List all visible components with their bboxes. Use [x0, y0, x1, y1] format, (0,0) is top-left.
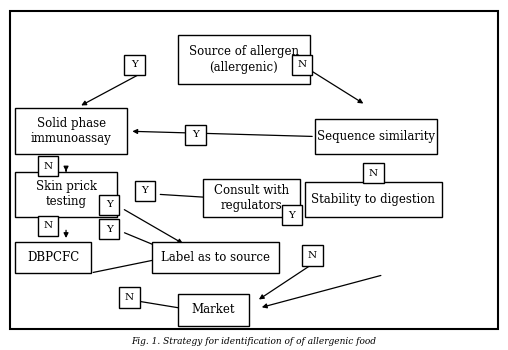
Text: Fig. 1. Strategy for identification of of allergenic food: Fig. 1. Strategy for identification of o…	[132, 337, 376, 346]
FancyBboxPatch shape	[15, 108, 127, 154]
Text: DBPCFC: DBPCFC	[27, 251, 79, 264]
Text: Label as to source: Label as to source	[162, 251, 270, 264]
Text: Market: Market	[192, 303, 235, 316]
FancyBboxPatch shape	[203, 178, 300, 217]
FancyBboxPatch shape	[282, 205, 302, 225]
Text: Y: Y	[192, 130, 199, 139]
Text: N: N	[44, 162, 53, 171]
FancyBboxPatch shape	[315, 119, 437, 154]
Text: N: N	[308, 251, 317, 260]
FancyBboxPatch shape	[99, 195, 119, 215]
Text: Y: Y	[106, 200, 113, 209]
Text: N: N	[369, 169, 378, 178]
Text: Stability to digestion: Stability to digestion	[311, 193, 435, 206]
FancyBboxPatch shape	[38, 156, 58, 176]
Text: Sequence similarity: Sequence similarity	[317, 130, 435, 143]
Text: N: N	[44, 221, 53, 230]
Text: N: N	[298, 60, 307, 69]
FancyBboxPatch shape	[38, 216, 58, 236]
FancyBboxPatch shape	[99, 219, 119, 239]
Text: Y: Y	[289, 211, 296, 220]
FancyBboxPatch shape	[363, 163, 384, 183]
FancyBboxPatch shape	[15, 172, 117, 217]
Text: Solid phase
immunoassay: Solid phase immunoassay	[31, 117, 111, 145]
Text: Consult with
regulators: Consult with regulators	[214, 184, 289, 212]
Text: Source of allergen
(allergenic): Source of allergen (allergenic)	[189, 46, 299, 74]
FancyBboxPatch shape	[178, 294, 249, 326]
FancyBboxPatch shape	[292, 55, 312, 75]
Text: Y: Y	[131, 60, 138, 69]
Text: N: N	[125, 293, 134, 302]
FancyBboxPatch shape	[124, 55, 145, 75]
FancyBboxPatch shape	[185, 125, 206, 145]
Text: Y: Y	[141, 186, 148, 195]
FancyBboxPatch shape	[178, 35, 310, 84]
FancyBboxPatch shape	[302, 245, 323, 266]
FancyBboxPatch shape	[119, 287, 140, 308]
FancyBboxPatch shape	[135, 181, 155, 201]
FancyBboxPatch shape	[305, 182, 442, 217]
FancyBboxPatch shape	[15, 241, 91, 273]
Text: Y: Y	[106, 225, 113, 234]
Text: Skin prick
testing: Skin prick testing	[36, 180, 97, 208]
FancyBboxPatch shape	[152, 241, 279, 273]
